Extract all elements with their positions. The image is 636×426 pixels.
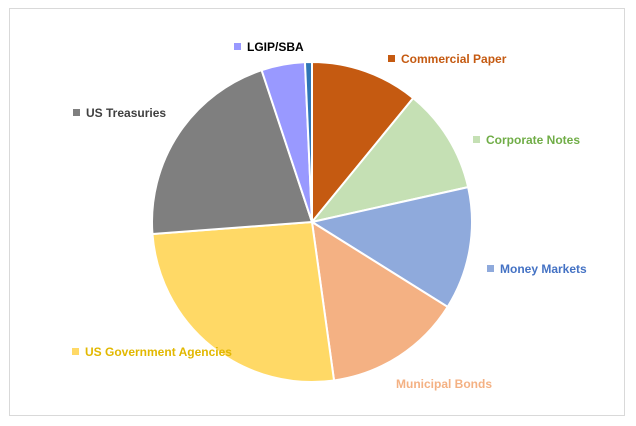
label-us-government-agencies: US Government Agencies <box>72 345 232 360</box>
pie-slice-money-markets <box>309 185 473 309</box>
pie-slice-us-treasuries <box>151 68 314 236</box>
legend-swatch-lgip-sba <box>234 43 241 50</box>
legend-swatch-money-markets <box>487 265 494 272</box>
pie-slice-corporate-notes <box>309 96 470 224</box>
label-municipal-bonds: Municipal Bonds <box>396 377 492 391</box>
label-corporate-notes: Corporate Notes <box>473 133 580 148</box>
pie-chart <box>151 60 473 383</box>
label-us-treasuries: US Treasuries <box>73 106 166 121</box>
legend-swatch-us-treasuries <box>73 109 80 116</box>
pie-slice-us-government-agencies <box>151 220 336 383</box>
legend-swatch-us-government-agencies <box>72 348 79 355</box>
label-commercial-paper: Commercial Paper <box>388 52 506 67</box>
pie-slice-unlabeled <box>303 60 313 223</box>
pie-slice-commercial-paper <box>311 60 415 225</box>
legend-swatch-commercial-paper <box>388 55 395 62</box>
label-lgip-sba: LGIP/SBA <box>234 40 304 55</box>
legend-swatch-corporate-notes <box>473 136 480 143</box>
label-money-markets: Money Markets <box>487 262 587 277</box>
pie-slice-municipal-bonds <box>310 220 450 382</box>
chart-area: LGIP/SBA Commercial Paper US Treasuries … <box>9 8 625 416</box>
